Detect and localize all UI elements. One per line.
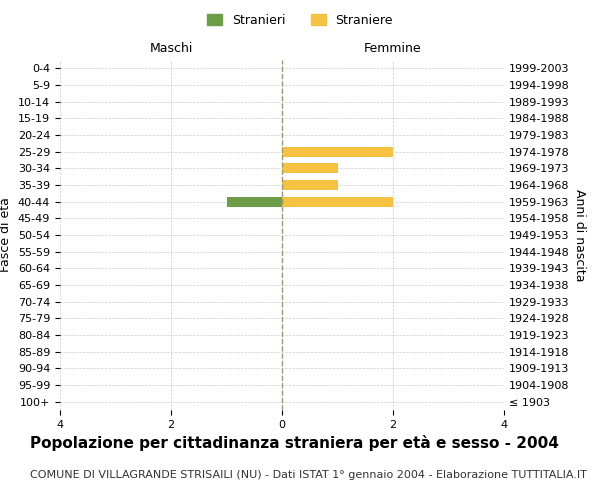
Bar xyxy=(227,196,282,206)
Text: COMUNE DI VILLAGRANDE STRISAILI (NU) - Dati ISTAT 1° gennaio 2004 - Elaborazione: COMUNE DI VILLAGRANDE STRISAILI (NU) - D… xyxy=(30,470,587,480)
Legend: Stranieri, Straniere: Stranieri, Straniere xyxy=(202,8,398,32)
Bar xyxy=(282,146,393,156)
Text: Femmine: Femmine xyxy=(364,42,422,55)
Bar xyxy=(282,196,393,206)
Y-axis label: Fasce di età: Fasce di età xyxy=(0,198,13,272)
Bar xyxy=(282,164,337,173)
Text: Popolazione per cittadinanza straniera per età e sesso - 2004: Popolazione per cittadinanza straniera p… xyxy=(30,435,559,451)
Y-axis label: Anni di nascita: Anni di nascita xyxy=(573,188,586,281)
Text: Maschi: Maschi xyxy=(149,42,193,55)
Bar xyxy=(282,180,337,190)
